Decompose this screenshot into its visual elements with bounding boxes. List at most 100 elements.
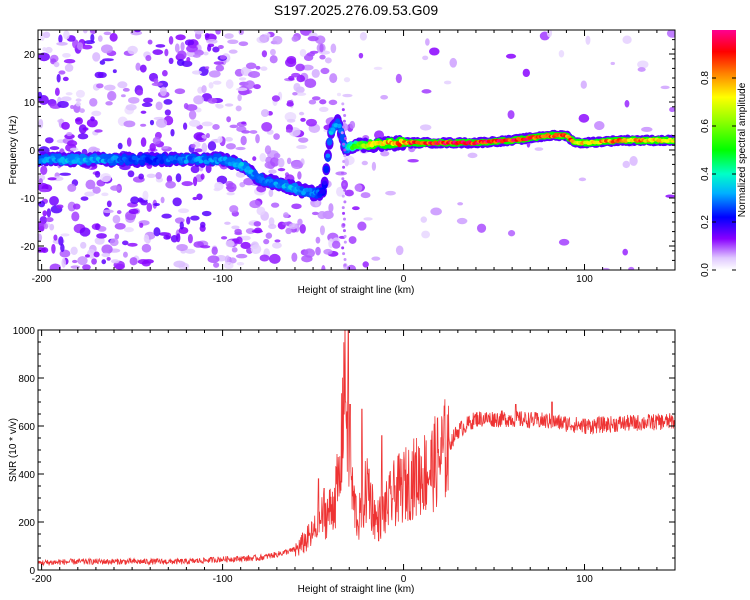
noise-blob xyxy=(305,118,318,127)
noise-blob xyxy=(270,48,276,56)
y-tick-label: -20 xyxy=(21,242,36,253)
noise-blob xyxy=(430,207,442,216)
noise-blob xyxy=(288,75,295,81)
noise-blob xyxy=(622,35,632,44)
noise-blob xyxy=(58,34,63,44)
noise-blob xyxy=(665,194,675,198)
noise-blob xyxy=(53,61,60,68)
noise-blob xyxy=(72,203,81,210)
noise-blob xyxy=(49,196,59,206)
noise-blob xyxy=(146,202,153,212)
transition-blob xyxy=(343,188,347,192)
ridge-mark xyxy=(322,180,328,185)
noise-blob xyxy=(585,35,591,45)
transition-blob xyxy=(341,108,345,112)
noise-blob xyxy=(39,188,49,193)
snr-series-line xyxy=(38,330,675,567)
noise-blob xyxy=(122,240,129,246)
noise-blob xyxy=(205,133,210,139)
noise-blob xyxy=(164,109,171,116)
noise-blob xyxy=(449,57,458,68)
noise-blob xyxy=(253,84,261,90)
noise-blob xyxy=(622,248,628,256)
y-tick-label: 10 xyxy=(24,98,36,109)
noise-blob xyxy=(291,72,301,78)
noise-blob xyxy=(261,121,273,132)
noise-blob xyxy=(90,33,95,43)
noise-blob xyxy=(285,227,292,235)
noise-blob xyxy=(422,55,429,61)
noise-blob xyxy=(168,35,174,45)
noise-blob xyxy=(67,201,76,212)
noise-blob xyxy=(94,170,101,178)
noise-blob xyxy=(217,136,223,143)
colorbar-tick-label: 0.2 xyxy=(700,215,711,229)
noise-blob xyxy=(217,44,224,49)
noise-blob xyxy=(84,40,95,45)
transition-blob xyxy=(343,113,347,117)
noise-blob xyxy=(193,132,206,141)
noise-blob xyxy=(161,146,169,150)
noise-blob xyxy=(191,70,202,75)
transition-blob xyxy=(341,246,345,250)
noise-blob xyxy=(140,123,147,127)
noise-blob xyxy=(226,116,231,123)
noise-blob xyxy=(57,100,69,109)
noise-blob xyxy=(82,264,91,270)
noise-blob xyxy=(110,259,120,264)
noise-blob xyxy=(601,267,610,270)
x-tick-label: -200 xyxy=(32,574,52,585)
noise-blob xyxy=(628,266,635,270)
y-tick-label: -10 xyxy=(21,194,36,205)
ridge-mark xyxy=(330,127,336,132)
noise-blob xyxy=(245,62,257,70)
noise-blob xyxy=(64,63,74,72)
noise-blob xyxy=(149,143,156,152)
y-tick-label: 0 xyxy=(29,146,35,157)
noise-blob xyxy=(86,118,98,128)
noise-blob xyxy=(268,169,277,174)
noise-blob xyxy=(224,137,233,142)
noise-blob xyxy=(522,68,530,78)
noise-blob xyxy=(271,95,281,102)
noise-blob xyxy=(291,203,302,210)
noise-blob xyxy=(395,73,402,84)
noise-blob xyxy=(155,118,168,128)
noise-blob xyxy=(47,177,57,181)
transition-blob xyxy=(342,183,346,187)
noise-blob xyxy=(226,182,237,193)
noise-blob xyxy=(270,202,280,208)
transition-blob xyxy=(342,223,346,227)
noise-blob xyxy=(429,47,440,56)
noise-blob xyxy=(166,175,173,183)
noise-blob xyxy=(319,54,326,60)
noise-blob xyxy=(380,150,390,157)
noise-blob xyxy=(135,62,141,71)
noise-blob xyxy=(301,64,314,71)
noise-blob xyxy=(363,217,373,221)
noise-blob xyxy=(467,152,478,159)
spectrogram-y-label: Frequency (Hz) xyxy=(8,116,19,185)
noise-blob xyxy=(56,41,68,46)
noise-blob xyxy=(669,107,675,113)
noise-blob xyxy=(163,234,171,240)
noise-blob xyxy=(578,177,587,182)
noise-blob xyxy=(140,137,147,148)
noise-blob xyxy=(151,82,164,87)
noise-blob xyxy=(101,259,107,265)
noise-blob xyxy=(127,96,140,104)
noise-blob xyxy=(85,179,96,190)
noise-blob xyxy=(253,221,262,227)
noise-blob xyxy=(201,85,207,94)
noise-blob xyxy=(269,157,280,167)
noise-blob xyxy=(207,45,212,52)
noise-blob xyxy=(211,246,218,255)
ridge-mark xyxy=(239,162,244,167)
noise-blob xyxy=(103,84,116,91)
noise-blob xyxy=(241,121,247,125)
noise-blob xyxy=(147,39,153,45)
noise-blob xyxy=(155,101,163,111)
transition-blob xyxy=(342,165,346,169)
transition-blob xyxy=(342,119,346,123)
